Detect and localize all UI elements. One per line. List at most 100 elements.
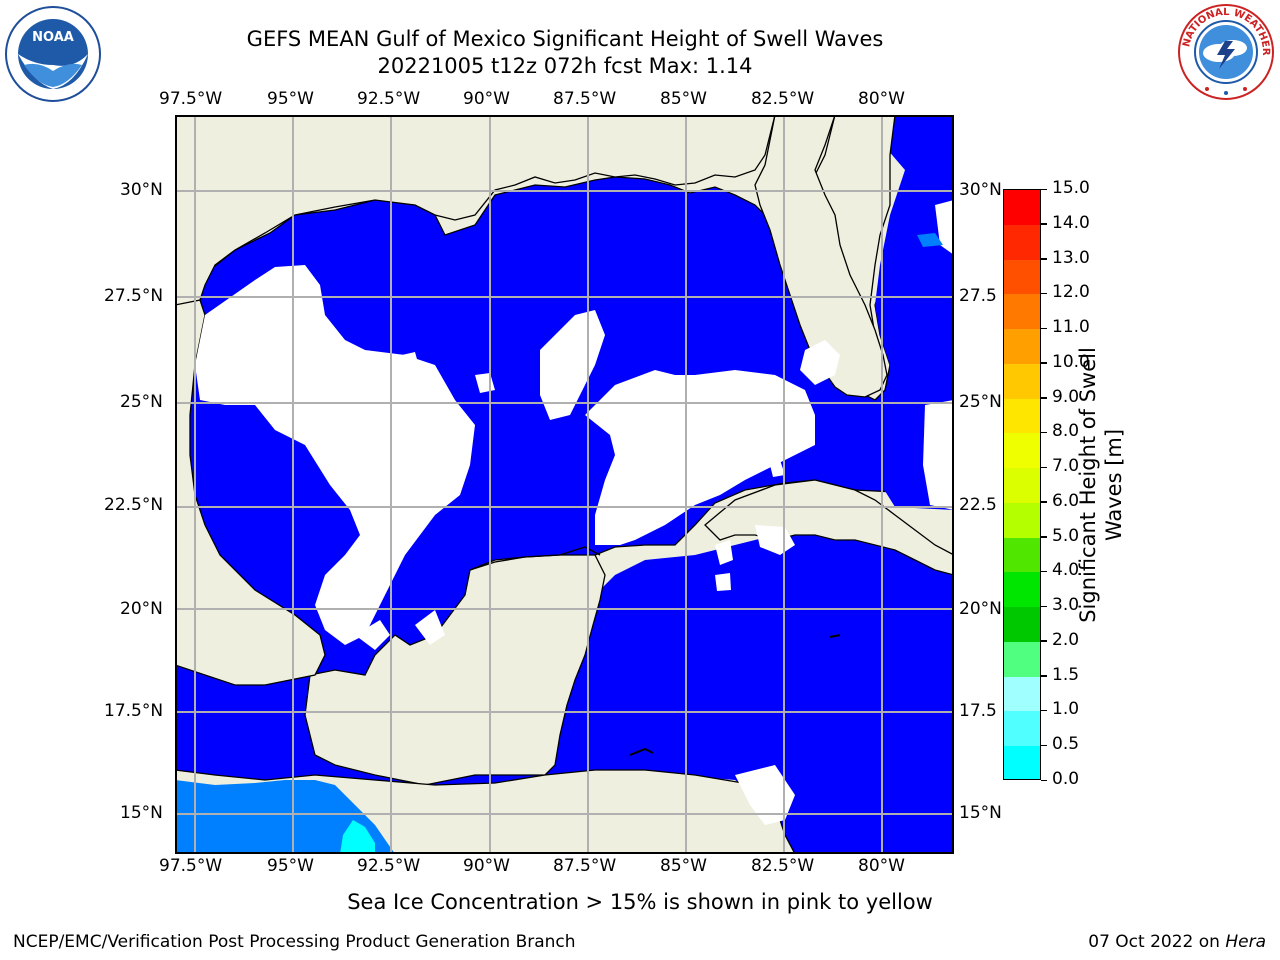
colorbar-band: [1004, 641, 1040, 678]
colorbar-tick-mark: [1041, 362, 1047, 364]
lon-label-bottom: 95°W: [267, 856, 314, 876]
footer-date: 07 Oct 2022 on Hera: [1088, 932, 1266, 952]
graticule: [175, 115, 954, 854]
lat-label-right: 20°N: [959, 599, 1002, 619]
chart-subtitle: 20221005 t12z 072h fcst Max: 1.14: [377, 54, 753, 78]
swell-1.0-region: [340, 820, 375, 854]
island-swan: [629, 747, 654, 756]
colorbar-band: [1004, 398, 1040, 435]
chart-title: GEFS MEAN Gulf of Mexico Significant Hei…: [246, 27, 884, 51]
colorbar-tick-mark: [1041, 779, 1047, 781]
colorbar-band: [1004, 259, 1040, 296]
lon-label-bottom: 87.5°W: [553, 856, 617, 876]
colorbar-tick-mark: [1041, 501, 1047, 503]
colorbar-tick-mark: [1041, 640, 1047, 642]
lat-label-left: 17.5°N: [104, 701, 164, 721]
colorbar-tick-mark: [1041, 605, 1047, 608]
footer-branch: NCEP/EMC/Verification Post Processing Pr…: [13, 932, 576, 952]
colorbar-tick-mark: [1041, 431, 1047, 434]
colorbar-tick-label: 14.0: [1052, 212, 1090, 233]
lon-label-top: 85°W: [660, 89, 707, 109]
colorbar-tick-label: 9.0: [1052, 386, 1080, 407]
lat-label-right: 27.5: [959, 286, 997, 306]
colorbar-band: [1004, 537, 1040, 574]
colorbar-tick-label: 13.0: [1052, 247, 1090, 268]
lon-label-bottom: 90°W: [463, 856, 510, 876]
atlantic-swell-0.5-blob: [917, 233, 943, 247]
lat-label-right: 25°N: [959, 392, 1002, 412]
lon-label-top: 82.5°W: [751, 89, 815, 109]
colorbar-label-line2: Waves [m]: [1102, 428, 1126, 542]
colorbar-tick-label: 0.5: [1052, 734, 1080, 755]
florida-land: [754, 115, 888, 398]
lat-label-left: 22.5°N: [104, 495, 164, 515]
lat-label-right: 30°N: [959, 180, 1002, 200]
lat-label-left: 30°N: [120, 180, 163, 200]
lat-label-right: 17.5: [959, 701, 997, 721]
colorbar-tick-label: 3.0: [1052, 595, 1080, 616]
lat-label-left: 27.5°N: [104, 286, 164, 306]
colorbar-tick-mark: [1041, 258, 1047, 260]
lon-label-bottom: 80°W: [858, 856, 905, 876]
colorbar-tick-mark: [1041, 709, 1047, 712]
colorbar-band: [1004, 468, 1040, 504]
lon-label-top: 80°W: [858, 89, 905, 109]
colorbar-band: [1004, 294, 1040, 331]
lat-label-left: 25°N: [120, 392, 163, 412]
noaa-logo-text: NOAA: [32, 30, 74, 45]
colorbar-band: [1004, 572, 1040, 609]
colorbar-tick-label: 7.0: [1052, 456, 1080, 477]
lat-label-right: 22.5: [959, 495, 997, 515]
lon-label-bottom: 85°W: [660, 856, 707, 876]
colorbar-band: [1004, 329, 1040, 365]
lon-label-top: 95°W: [267, 89, 314, 109]
lat-label-left: 15°N: [120, 803, 163, 823]
lon-label-top: 87.5°W: [553, 89, 617, 109]
sea-ice-note: Sea Ice Concentration > 15% is shown in …: [347, 890, 933, 914]
colorbar-band: [1004, 190, 1040, 226]
colorbar-tick-mark: [1041, 292, 1047, 295]
nws-logo: NATIONAL WEATHER SERVICE: [1177, 3, 1274, 100]
colorbar-band: [1004, 746, 1040, 779]
colorbar: [1003, 189, 1041, 780]
noaa-logo: NOAA: [5, 6, 101, 102]
colorbar-tick-mark: [1041, 744, 1047, 747]
colorbar-band: [1004, 502, 1040, 539]
colorbar-tick-label: 15.0: [1052, 178, 1090, 198]
colorbar-tick-label: 0.0: [1052, 769, 1080, 789]
colorbar-tick-mark: [1041, 466, 1047, 469]
colorbar-tick-mark: [1041, 397, 1047, 399]
lon-label-top: 92.5°W: [357, 89, 421, 109]
colorbar-band: [1004, 363, 1040, 400]
colorbar-label-line1: Significant Height of Swell: [1076, 347, 1100, 623]
map-frame: [175, 115, 954, 854]
colorbar-tick-mark: [1041, 536, 1047, 538]
colorbar-band: [1004, 224, 1040, 261]
colorbar-tick-label: 11.0: [1052, 317, 1090, 338]
colorbar-band: [1004, 676, 1040, 713]
colorbar-tick-label: 2.0: [1052, 629, 1080, 650]
lon-label-bottom: 92.5°W: [357, 856, 421, 876]
colorbar-band: [1004, 433, 1040, 470]
colorbar-tick-mark: [1041, 675, 1047, 677]
lat-label-right: 15°N: [959, 803, 1002, 823]
map-plot: [175, 115, 954, 854]
colorbar-band: [1004, 607, 1040, 643]
colorbar-tick-label: 6.0: [1052, 490, 1080, 511]
colorbar-tick-label: 10.0: [1052, 351, 1090, 372]
colorbar-tick-label: 1.5: [1052, 664, 1080, 685]
island-cayman: [829, 634, 841, 638]
footer-date-text: 07 Oct 2022 on: [1088, 932, 1226, 952]
lon-label-bottom: 82.5°W: [751, 856, 815, 876]
yucatan-land: [304, 554, 606, 786]
colorbar-tick-mark: [1041, 188, 1047, 190]
atlantic-swell-region: [835, 115, 954, 510]
colorbar-tick-mark: [1041, 223, 1047, 225]
colorbar-tick-label: 12.0: [1052, 282, 1090, 303]
lon-label-top: 97.5°W: [159, 89, 223, 109]
colorbar-band: [1004, 711, 1040, 748]
colorbar-tick-label: 1.0: [1052, 699, 1080, 720]
swell-0.5-region: [175, 780, 395, 854]
footer-machine: Hera: [1225, 932, 1266, 952]
no-data-patches: [195, 200, 954, 825]
